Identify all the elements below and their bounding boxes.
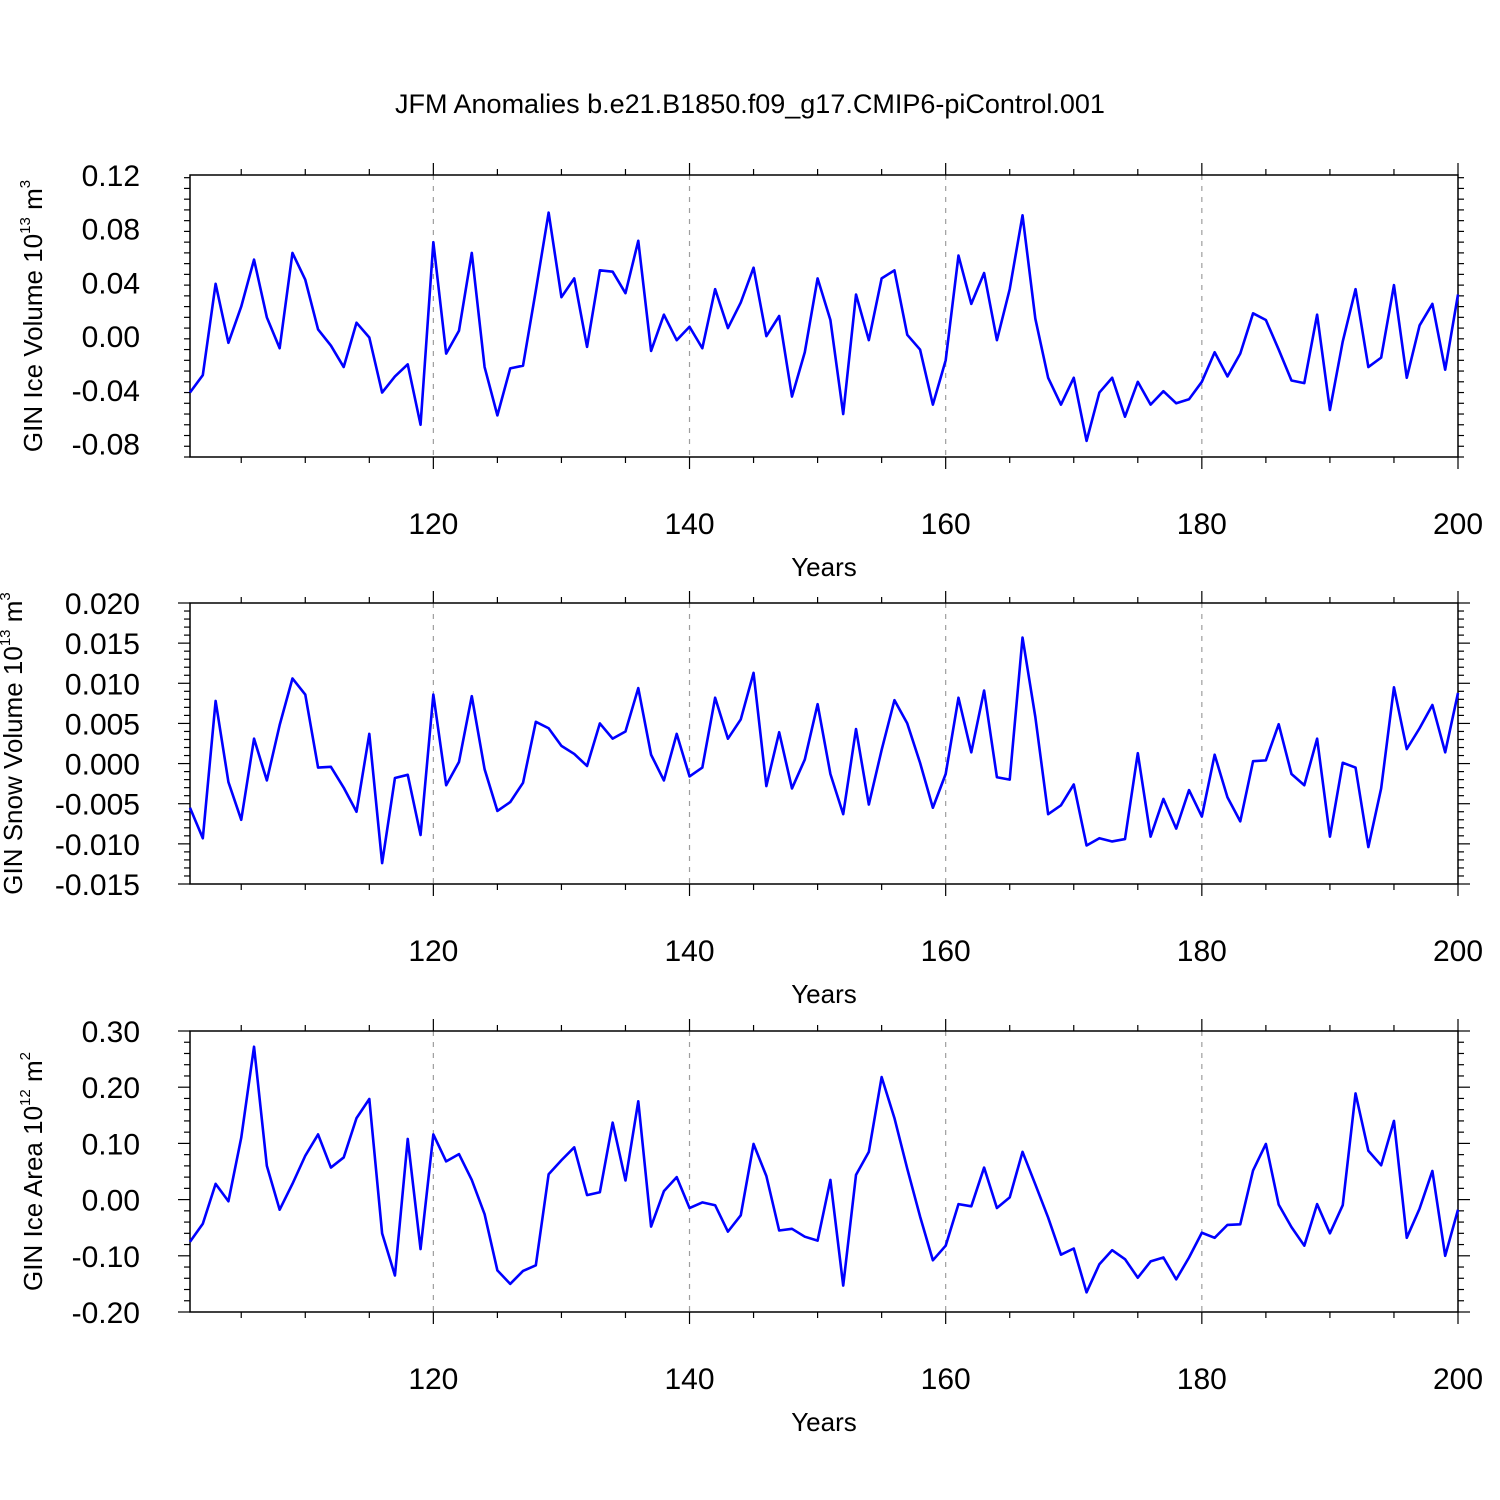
y-axis-label-unit: m bbox=[0, 601, 28, 630]
plot-frame bbox=[189, 174, 1459, 458]
y-tick-label: 0.015 bbox=[65, 628, 140, 661]
y-axis-label-text: GIN Ice Volume 10 bbox=[18, 234, 48, 452]
y-tick-label: -0.20 bbox=[72, 1297, 140, 1330]
panel-1: 120 140 160 180 200 Years 0.12 0.08 0.04 0.00 -0.0… bbox=[17, 160, 1483, 582]
series-line bbox=[188, 1045, 1460, 1294]
y-tick-label: 0.04 bbox=[82, 267, 140, 300]
y-axis-label-exponent: 13 bbox=[0, 629, 14, 646]
y-axis-label: GIN Snow Volume 1013 m3 bbox=[0, 592, 28, 895]
x-axis-label: Years bbox=[791, 1407, 857, 1437]
x-tick-label: 120 bbox=[408, 508, 458, 541]
y-axis-label-unit-exponent: 2 bbox=[17, 1052, 34, 1060]
y-tick-label: 0.020 bbox=[65, 588, 140, 621]
y-tick-label: 0.20 bbox=[82, 1072, 140, 1105]
y-tick-label: 0.010 bbox=[65, 668, 140, 701]
x-tick-label: 160 bbox=[921, 508, 971, 541]
x-axis-label: Years bbox=[791, 552, 857, 582]
plot-frame bbox=[189, 1030, 1459, 1313]
y-tick-label: 0.00 bbox=[82, 1185, 140, 1218]
y-tick-label: 0.08 bbox=[82, 214, 140, 247]
y-tick-label: 0.005 bbox=[65, 708, 140, 741]
x-tick-label: 180 bbox=[1177, 508, 1227, 541]
y-axis-label: GIN Ice Volume 1013 m3 bbox=[17, 180, 48, 452]
figure-title: JFM Anomalies b.e21.B1850.f09_g17.CMIP6-… bbox=[395, 89, 1105, 119]
y-axis-label-exponent: 12 bbox=[17, 1089, 34, 1106]
plot-frame bbox=[189, 602, 1459, 885]
y-tick-label: 0.00 bbox=[82, 321, 140, 354]
x-tick-label: 120 bbox=[408, 935, 458, 968]
y-axis-label-text: GIN Snow Volume 10 bbox=[0, 646, 28, 895]
y-tick-label: 0.000 bbox=[65, 749, 140, 782]
x-tick-label: 140 bbox=[664, 935, 714, 968]
y-axis-label-text: GIN Ice Area 10 bbox=[18, 1106, 48, 1291]
x-tick-label: 160 bbox=[921, 935, 971, 968]
x-tick-label: 200 bbox=[1433, 1363, 1483, 1396]
y-axis-label: GIN Ice Area 1012 m2 bbox=[17, 1052, 48, 1291]
panels: 120 140 160 180 200 Years 0.12 0.08 0.04 0.00 -0.0… bbox=[0, 160, 1483, 1437]
y-axis-label-unit-exponent: 3 bbox=[17, 180, 34, 188]
x-tick-label: 140 bbox=[664, 1363, 714, 1396]
y-tick-label: 0.30 bbox=[82, 1016, 140, 1049]
x-axis-label: Years bbox=[791, 979, 857, 1009]
y-axis-label-exponent: 13 bbox=[17, 217, 34, 234]
x-tick-label: 200 bbox=[1433, 508, 1483, 541]
y-axis-label-unit: m bbox=[18, 1060, 48, 1089]
x-tick-label: 160 bbox=[921, 1363, 971, 1396]
series-line bbox=[188, 211, 1460, 443]
x-tick-label: 140 bbox=[664, 508, 714, 541]
y-tick-label: -0.10 bbox=[72, 1241, 140, 1274]
x-tick-label: 180 bbox=[1177, 1363, 1227, 1396]
panel-2: 120 140 160 180 200 Years 0.020 0.015 0.010 0.005… bbox=[0, 588, 1483, 1009]
x-tick-label: 120 bbox=[408, 1363, 458, 1396]
y-tick-label: 0.10 bbox=[82, 1128, 140, 1161]
y-tick-label: -0.005 bbox=[55, 789, 140, 822]
y-tick-label: -0.010 bbox=[55, 829, 140, 862]
y-tick-label: -0.08 bbox=[72, 429, 140, 462]
x-tick-label: 200 bbox=[1433, 935, 1483, 968]
y-tick-label: -0.04 bbox=[72, 375, 140, 408]
panel-3: 120 140 160 180 200 Years 0.30 0.20 0.10 0.00 -0.1… bbox=[17, 1016, 1483, 1437]
x-tick-label: 180 bbox=[1177, 935, 1227, 968]
y-tick-label: -0.015 bbox=[55, 869, 140, 902]
series-line bbox=[188, 636, 1460, 865]
y-axis-label-unit-exponent: 3 bbox=[0, 592, 14, 600]
y-tick-label: 0.12 bbox=[82, 160, 140, 193]
y-axis-label-unit: m bbox=[18, 188, 48, 217]
